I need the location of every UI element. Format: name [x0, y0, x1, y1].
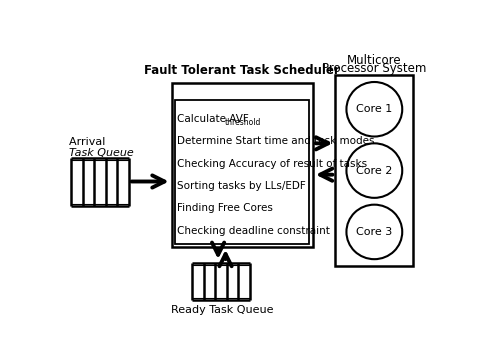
Bar	[335, 75, 413, 266]
Text: Checking deadline constraint: Checking deadline constraint	[177, 225, 330, 235]
Text: Multicore: Multicore	[347, 54, 402, 67]
Text: Core 3: Core 3	[356, 227, 393, 237]
Bar	[175, 100, 309, 244]
Text: Calculate AVF: Calculate AVF	[177, 114, 249, 124]
Text: Determine Start time and task modes: Determine Start time and task modes	[177, 136, 375, 146]
Text: Sorting tasks by LLs/EDF: Sorting tasks by LLs/EDF	[177, 181, 306, 191]
Text: Checking Accuracy of result of tasks: Checking Accuracy of result of tasks	[177, 159, 367, 169]
Text: Core 2: Core 2	[356, 166, 393, 176]
Ellipse shape	[347, 143, 402, 198]
Text: Core 1: Core 1	[356, 104, 393, 114]
Text: threshold: threshold	[225, 118, 261, 127]
Text: Task Queue: Task Queue	[69, 148, 134, 158]
Bar	[172, 84, 313, 247]
Text: Processor System: Processor System	[322, 62, 427, 75]
Text: Arrival: Arrival	[69, 137, 109, 147]
Ellipse shape	[347, 82, 402, 137]
Text: Fault Tolerant Task Scheduler: Fault Tolerant Task Scheduler	[144, 64, 340, 76]
Text: Finding Free Cores: Finding Free Cores	[177, 203, 273, 213]
Text: Ready Task Queue: Ready Task Queue	[170, 304, 273, 315]
Ellipse shape	[347, 205, 402, 259]
